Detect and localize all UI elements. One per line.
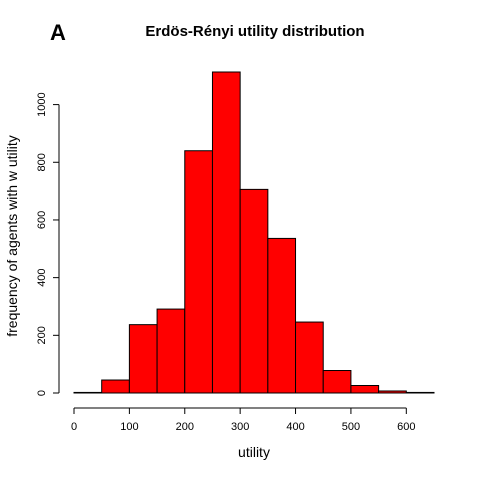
y-axis-title: frequency of agents with w utility (4, 135, 20, 337)
y-axis: 0 200 400 600 800 1000 (36, 92, 59, 396)
y-tick-label: 0 (36, 390, 48, 396)
x-tick-label: 100 (120, 421, 138, 433)
x-axis-title: utility (238, 444, 270, 460)
histogram-bar (102, 380, 130, 393)
chart-title: Erdös-Rényi utility distribution (145, 23, 364, 40)
histogram-bar (74, 392, 102, 393)
histogram-bar (185, 151, 213, 393)
panel-label: A (50, 20, 66, 45)
histogram-bar (406, 392, 434, 393)
histogram-bar (157, 309, 185, 393)
histogram-bar (379, 391, 407, 393)
x-tick-label: 500 (342, 421, 360, 433)
histogram-bar (296, 322, 324, 393)
x-tick-label: 600 (397, 421, 415, 433)
y-tick-label: 800 (36, 153, 48, 171)
histogram-bar (240, 189, 268, 393)
histogram-bar (323, 371, 351, 393)
histogram-bar (351, 386, 379, 393)
histogram-bar (212, 72, 240, 393)
x-tick-label: 400 (286, 421, 304, 433)
bars-group (74, 72, 434, 393)
y-tick-label: 600 (36, 211, 48, 229)
x-tick-label: 300 (231, 421, 249, 433)
y-tick-label: 200 (36, 326, 48, 344)
x-tick-label: 0 (71, 421, 77, 433)
x-tick-label: 200 (176, 421, 194, 433)
histogram-bar (268, 238, 296, 393)
histogram-bar (129, 325, 157, 393)
x-axis: 0 100 200 300 400 500 600 (71, 408, 416, 433)
y-tick-label: 400 (36, 268, 48, 286)
y-tick-label: 1000 (36, 92, 48, 116)
